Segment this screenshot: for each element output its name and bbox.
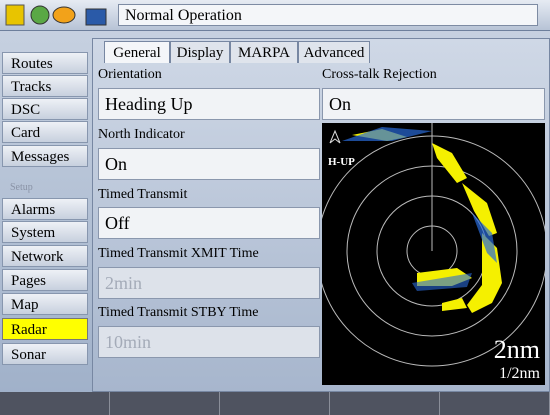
sidebar-item[interactable]: Sonar (2, 343, 88, 365)
softkey-bar (0, 392, 550, 415)
radar-ring: 1/2nm (499, 365, 540, 382)
field-value[interactable]: Heading Up (98, 88, 320, 120)
title: Normal Operation (118, 4, 538, 26)
field-label: North Indicator (98, 127, 185, 142)
field-value: 10min (98, 326, 320, 358)
radar-range: 2nm (494, 335, 540, 364)
sidebar-item[interactable]: Routes (2, 52, 88, 74)
tab[interactable]: Advanced (298, 41, 370, 63)
field-label: Cross-talk Rejection (322, 67, 437, 82)
top-bar: Normal Operation (0, 0, 550, 31)
field-value[interactable]: On (322, 88, 545, 120)
sidebar-item[interactable]: Card (2, 121, 88, 143)
sidebar-item[interactable]: Network (2, 245, 88, 267)
field-label: Timed Transmit STBY Time (98, 305, 259, 320)
sidebar-item[interactable]: Radar (2, 318, 88, 340)
sidebar-item[interactable]: DSC (2, 98, 88, 120)
sidebar-item[interactable]: System (2, 221, 88, 243)
sidebar-item: Setup (10, 182, 33, 193)
field-value[interactable]: Off (98, 207, 320, 239)
field-label: Timed Transmit (98, 187, 188, 202)
field-value[interactable]: On (98, 148, 320, 180)
radar-mode: H-UP (328, 156, 355, 168)
field-value: 2min (98, 267, 320, 299)
status-icons (5, 4, 107, 26)
sidebar-item[interactable]: Map (2, 293, 88, 315)
tab[interactable]: MARPA (230, 41, 298, 63)
sidebar-item[interactable]: Tracks (2, 75, 88, 97)
tab[interactable]: General (104, 41, 170, 63)
radar-view: H-UP 2nm 1/2nm (322, 123, 545, 385)
sidebar-item[interactable]: Messages (2, 145, 88, 167)
sidebar-item[interactable]: Pages (2, 269, 88, 291)
field-label: Orientation (98, 67, 162, 82)
field-label: Timed Transmit XMIT Time (98, 246, 259, 261)
tab[interactable]: Display (170, 41, 230, 63)
sidebar-item[interactable]: Alarms (2, 198, 88, 220)
